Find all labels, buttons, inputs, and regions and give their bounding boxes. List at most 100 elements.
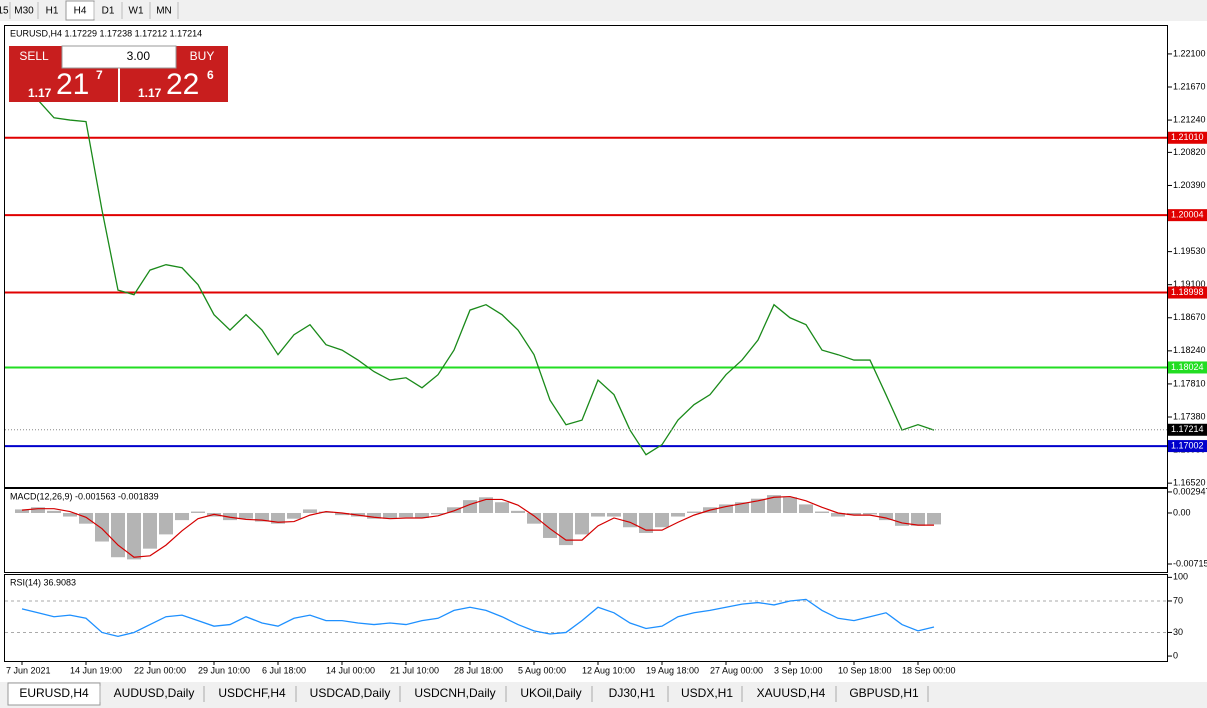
histogram-bar bbox=[383, 512, 397, 519]
last-price-label: 1.17214 bbox=[1171, 424, 1204, 434]
histogram-bar bbox=[447, 507, 461, 513]
timeframe-button[interactable]: H4 bbox=[74, 6, 87, 17]
level-label: 1.21010 bbox=[1171, 132, 1204, 142]
buy-big: 22 bbox=[166, 68, 199, 101]
x-tick-label: 29 Jun 10:00 bbox=[198, 665, 250, 675]
histogram-bar bbox=[303, 509, 317, 513]
x-tick-label: 12 Aug 10:00 bbox=[582, 665, 635, 675]
histogram-bar bbox=[879, 512, 893, 521]
histogram-bar bbox=[783, 497, 797, 513]
histogram-bar bbox=[751, 498, 765, 513]
y-tick-label: 0.002947 bbox=[1173, 486, 1207, 496]
histogram-bar bbox=[431, 512, 445, 515]
histogram-bar bbox=[831, 512, 845, 517]
histogram-bar bbox=[143, 512, 157, 549]
buy-prefix: 1.17 bbox=[138, 86, 162, 100]
histogram-bar bbox=[15, 509, 29, 513]
x-tick-label: 3 Sep 10:00 bbox=[774, 665, 823, 675]
timeframe-button[interactable]: W1 bbox=[129, 6, 144, 17]
histogram-bar bbox=[79, 512, 93, 524]
sell-small: 7 bbox=[96, 68, 103, 82]
histogram-bar bbox=[655, 512, 669, 528]
level-label: 1.20004 bbox=[1171, 210, 1204, 220]
level-tag bbox=[1168, 209, 1207, 222]
y-tick-label: 1.21670 bbox=[1173, 81, 1206, 91]
level-tag bbox=[1168, 361, 1207, 374]
tab-bar bbox=[0, 682, 1207, 708]
sell-prefix: 1.17 bbox=[28, 86, 52, 100]
histogram-bar bbox=[847, 512, 861, 516]
histogram-bar bbox=[191, 511, 205, 513]
histogram-bar bbox=[95, 512, 109, 542]
histogram-bar bbox=[735, 502, 749, 513]
y-tick-label: 1.18670 bbox=[1173, 312, 1206, 322]
x-tick-label: 14 Jun 19:00 bbox=[70, 665, 122, 675]
timeframe-button[interactable]: D1 bbox=[102, 6, 115, 17]
x-tick-label: 21 Jul 10:00 bbox=[390, 665, 439, 675]
x-tick-label: 28 Jul 18:00 bbox=[454, 665, 503, 675]
y-tick-label: 0.00 bbox=[1173, 507, 1191, 517]
histogram-bar bbox=[527, 512, 541, 524]
histogram-bar bbox=[895, 512, 909, 526]
sell-button[interactable]: SELL bbox=[19, 49, 49, 63]
macd-title: MACD(12,26,9) -0.001563 -0.001839 bbox=[10, 491, 159, 501]
last-price-tag bbox=[1168, 423, 1207, 436]
histogram-bar bbox=[927, 512, 941, 525]
chart-title: EURUSD,H4 1.17229 1.17238 1.17212 1.1721… bbox=[10, 28, 202, 38]
tab[interactable]: USDCAD,Daily bbox=[310, 686, 391, 700]
x-tick-label: 19 Aug 18:00 bbox=[646, 665, 699, 675]
histogram-bar bbox=[367, 512, 381, 519]
tab[interactable]: UKOil,Daily bbox=[520, 686, 581, 700]
y-tick-label: 1.20390 bbox=[1173, 180, 1206, 190]
level-tag bbox=[1168, 131, 1207, 144]
y-tick-label: 0 bbox=[1173, 650, 1178, 660]
y-tick-label: 1.21240 bbox=[1173, 114, 1206, 124]
histogram-bar bbox=[591, 512, 605, 517]
x-tick-label: 14 Jul 00:00 bbox=[326, 665, 375, 675]
histogram-bar bbox=[767, 495, 781, 513]
tab[interactable]: USDCHF,H4 bbox=[218, 686, 286, 700]
macd-panel bbox=[4, 488, 1168, 573]
volume[interactable]: 3.00 bbox=[127, 49, 151, 63]
histogram-bar bbox=[47, 510, 61, 513]
timeframe-button[interactable]: M30 bbox=[14, 6, 34, 17]
tab[interactable]: EURUSD,H4 bbox=[19, 686, 89, 700]
histogram-bar bbox=[415, 512, 429, 518]
volume-box[interactable] bbox=[61, 45, 177, 69]
buy-small: 6 bbox=[207, 68, 214, 82]
histogram-bar bbox=[175, 512, 189, 521]
histogram-bar bbox=[815, 511, 829, 513]
histogram-bar bbox=[575, 512, 589, 535]
histogram-bar bbox=[863, 512, 877, 515]
histogram-bar bbox=[287, 512, 301, 519]
chart-window bbox=[0, 21, 1207, 682]
buy-button[interactable]: BUY bbox=[190, 49, 215, 63]
timeframe-button[interactable]: 15 bbox=[0, 6, 9, 17]
tab[interactable]: DJ30,H1 bbox=[609, 686, 656, 700]
main-panel bbox=[4, 25, 1168, 488]
timeframe-button[interactable]: H1 bbox=[46, 6, 59, 17]
tab[interactable]: USDCNH,Daily bbox=[414, 686, 495, 700]
y-tick-label: 1.17380 bbox=[1173, 411, 1206, 421]
x-tick-label: 10 Sep 18:00 bbox=[838, 665, 892, 675]
histogram-bar bbox=[799, 504, 813, 513]
histogram-bar bbox=[495, 502, 509, 513]
tab[interactable]: XAUUSD,H4 bbox=[757, 686, 826, 700]
timeframe-button[interactable]: MN bbox=[156, 6, 172, 17]
tab[interactable]: GBPUSD,H1 bbox=[849, 686, 919, 700]
histogram-bar bbox=[687, 511, 701, 513]
histogram-bar bbox=[671, 512, 685, 517]
histogram-bar bbox=[511, 510, 525, 513]
tab[interactable]: USDX,H1 bbox=[681, 686, 733, 700]
histogram-bar bbox=[223, 512, 237, 521]
x-tick-label: 7 Jun 2021 bbox=[6, 665, 51, 675]
y-tick-label: 1.22100 bbox=[1173, 48, 1206, 58]
sell-big: 21 bbox=[56, 68, 89, 101]
level-label: 1.18998 bbox=[1171, 287, 1204, 297]
x-tick-label: 22 Jun 00:00 bbox=[134, 665, 186, 675]
signal-line bbox=[21, 495, 934, 558]
x-tick-label: 5 Aug 00:00 bbox=[518, 665, 566, 675]
tab[interactable]: AUDUSD,Daily bbox=[114, 686, 195, 700]
level-label: 1.18024 bbox=[1171, 362, 1204, 372]
